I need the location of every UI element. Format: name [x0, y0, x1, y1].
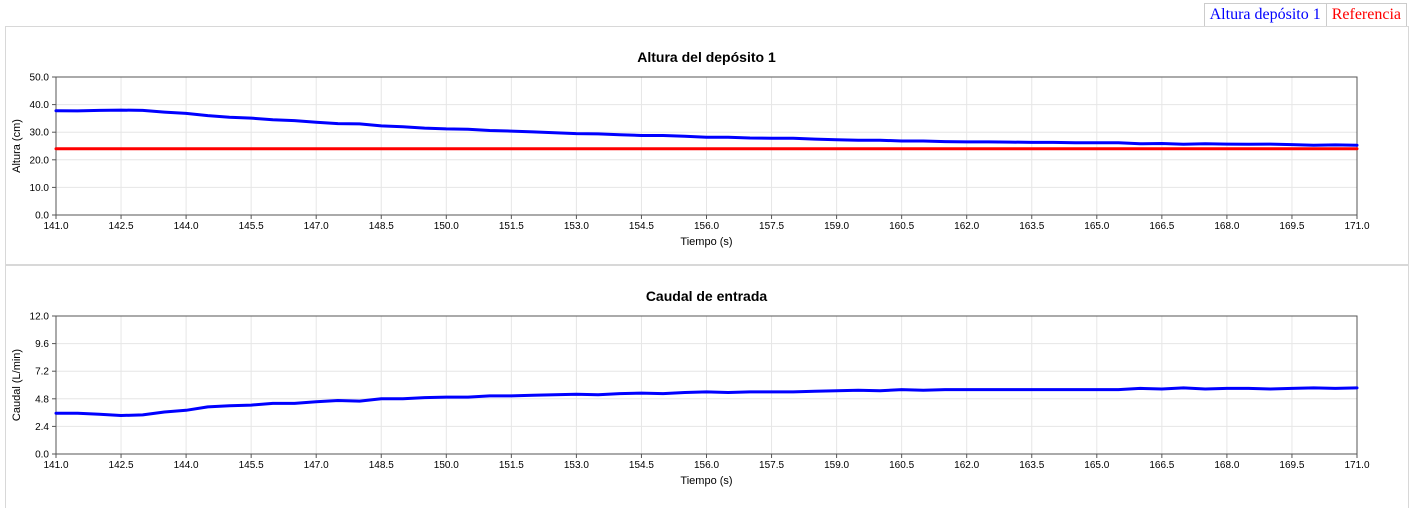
x-tick-label: 166.5 [1149, 221, 1174, 232]
x-tick-label: 156.0 [694, 221, 719, 232]
x-tick-label: 166.5 [1149, 460, 1174, 471]
legend-label-referencia: Referencia [1331, 6, 1401, 23]
x-tick-label: 169.5 [1279, 460, 1304, 471]
y-tick-label: 10.0 [30, 183, 50, 194]
x-tick-label: 165.0 [1084, 221, 1109, 232]
y-axis-label: Caudal (L/min) [11, 349, 23, 421]
y-tick-label: 40.0 [30, 100, 50, 111]
x-tick-label: 148.5 [369, 460, 394, 471]
chart-title: Altura del depósito 1 [637, 49, 776, 65]
legend-item-altura[interactable]: Altura depósito 1 [1203, 3, 1327, 27]
x-axis-label: Tiempo (s) [680, 236, 732, 248]
chart-panel-caudal: Caudal de entrada 141.0 142.5 144.0 145.5 147… [5, 265, 1409, 508]
x-tick-label: 145.5 [239, 221, 264, 232]
x-tick-label: 154.5 [629, 221, 654, 232]
x-tick-label: 154.5 [629, 460, 654, 471]
chart-caudal: Caudal de entrada 141.0 142.5 144.0 145.5 147… [11, 288, 1370, 487]
x-axis-label: Tiempo (s) [680, 475, 732, 487]
y-axis-label: Altura (cm) [11, 119, 23, 173]
x-tick-label: 150.0 [434, 460, 459, 471]
legend-item-referencia[interactable]: Referencia [1326, 3, 1407, 27]
chart-altura: Altura del depósito 1 141.0 142.5 144.0 145.… [11, 49, 1370, 248]
y-tick-label: 7.2 [35, 367, 49, 378]
x-tick-label: 151.5 [499, 221, 524, 232]
x-tick-label: 160.5 [889, 221, 914, 232]
x-tick-label: 142.5 [109, 221, 134, 232]
x-tick-label: 151.5 [499, 460, 524, 471]
y-tick-label: 50.0 [30, 73, 50, 84]
x-tick-label: 142.5 [109, 460, 134, 471]
x-tick-label: 147.0 [304, 460, 329, 471]
legend: Altura depósito 1 Referencia [1203, 3, 1407, 27]
x-tick-label: 168.0 [1214, 221, 1239, 232]
chart-title: Caudal de entrada [646, 288, 768, 304]
y-tick-label: 30.0 [30, 128, 50, 139]
x-tick-label: 163.5 [1019, 221, 1044, 232]
x-tick-label: 156.0 [694, 460, 719, 471]
plot-area [55, 315, 1358, 455]
y-tick-label: 0.0 [35, 211, 49, 222]
y-tick-label: 4.8 [35, 394, 49, 405]
y-tick-label: 9.6 [35, 339, 49, 350]
x-tick-label: 160.5 [889, 460, 914, 471]
x-tick-label: 157.5 [759, 460, 784, 471]
x-tick-label: 145.5 [239, 460, 264, 471]
x-tick-label: 153.0 [564, 221, 589, 232]
series-line-altura-dep-sito-1 [54, 108, 1359, 147]
x-tick-label: 162.0 [954, 460, 979, 471]
x-tick-label: 168.0 [1214, 460, 1239, 471]
x-tick-label: 157.5 [759, 221, 784, 232]
x-tick-label: 153.0 [564, 460, 589, 471]
x-tick-label: 159.0 [824, 221, 849, 232]
x-tick-label: 141.0 [43, 460, 68, 471]
x-tick-label: 148.5 [369, 221, 394, 232]
x-tick-label: 144.0 [174, 460, 199, 471]
y-tick-label: 20.0 [30, 155, 50, 166]
x-tick-label: 171.0 [1344, 460, 1369, 471]
y-tick-label: 0.0 [35, 450, 49, 461]
x-tick-label: 147.0 [304, 221, 329, 232]
y-tick-label: 12.0 [30, 312, 50, 323]
x-tick-label: 162.0 [954, 221, 979, 232]
chart-panel-altura: Altura del depósito 1 141.0 142.5 144.0 145.… [5, 26, 1409, 265]
legend-label-altura: Altura depósito 1 [1209, 6, 1321, 23]
x-tick-label: 169.5 [1279, 221, 1304, 232]
x-tick-label: 144.0 [174, 221, 199, 232]
y-tick-label: 2.4 [35, 422, 49, 433]
x-tick-label: 163.5 [1019, 460, 1044, 471]
x-tick-label: 159.0 [824, 460, 849, 471]
x-tick-label: 150.0 [434, 221, 459, 232]
series-line-series-0 [54, 386, 1359, 417]
x-tick-label: 165.0 [1084, 460, 1109, 471]
x-tick-label: 171.0 [1344, 221, 1369, 232]
x-tick-label: 141.0 [43, 221, 68, 232]
